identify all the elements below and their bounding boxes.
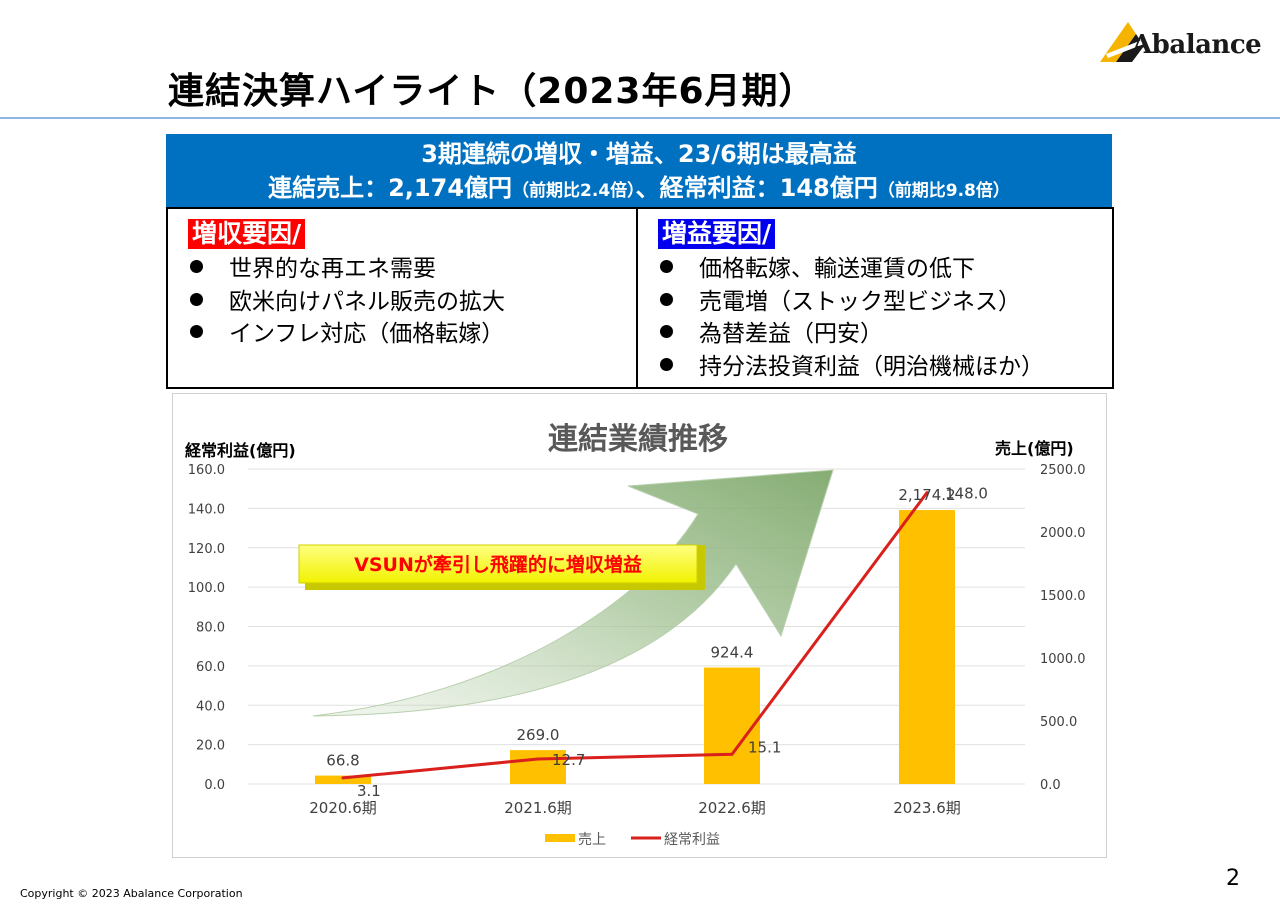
x-tick-label: 2022.6期 <box>698 799 766 817</box>
revenue-data-label: 2,174.2 <box>898 486 955 504</box>
list-item: 世界的な再エネ需要 <box>190 253 505 286</box>
growth-arrow-icon <box>312 469 834 717</box>
profit-data-label: 12.7 <box>552 751 585 769</box>
legend-swatch-revenue <box>545 834 575 842</box>
bullet-icon <box>190 292 203 306</box>
revenue-bar <box>704 667 760 784</box>
x-tick-label: 2023.6期 <box>893 799 961 817</box>
bullet-icon <box>660 292 673 306</box>
profit-data-label: 15.1 <box>748 738 781 756</box>
revenue-factors: 増収要因/ 世界的な再エネ需要 欧米向けパネル販売の拡大 インフレ対応（価格転嫁… <box>168 209 638 387</box>
profit-data-label: 3.1 <box>357 782 381 800</box>
banner-line-1: 3期連続の増収・増益、23/6期は最高益 <box>421 140 857 168</box>
revenue-bar <box>315 775 371 784</box>
factors-table: 増収要因/ 世界的な再エネ需要 欧米向けパネル販売の拡大 インフレ対応（価格転嫁… <box>166 207 1114 389</box>
bullet-icon <box>190 260 203 273</box>
profit-point <box>730 752 734 756</box>
page-number: 2 <box>1226 866 1240 891</box>
title-divider <box>0 117 1280 119</box>
profit-factors-heading: 増益要因/ <box>658 219 776 249</box>
revenue-data-label: 66.8 <box>326 752 359 770</box>
callout-box: VSUNが牽引し飛躍的に増収増益 <box>298 544 705 590</box>
right-tick-label: 1000.0 <box>1040 652 1086 667</box>
profit-point <box>536 757 540 761</box>
right-tick-label: 1500.0 <box>1040 589 1086 604</box>
right-tick-label: 2000.0 <box>1040 526 1086 541</box>
profit-factors-list: 価格転嫁、輸送運賃の低下 売電増（ストック型ビジネス） 為替差益（円安） 持分法… <box>660 253 1044 383</box>
list-item: 欧米向けパネル販売の拡大 <box>190 286 505 319</box>
list-item: 価格転嫁、輸送運賃の低下 <box>660 253 1044 286</box>
left-tick-label: 120.0 <box>188 542 225 557</box>
chart-legend: 売上 経常利益 <box>545 832 720 848</box>
left-tick-label: 60.0 <box>196 660 225 675</box>
right-axis-label: 売上(億円) <box>995 439 1074 458</box>
right-tick-label: 2500.0 <box>1040 463 1086 478</box>
highlight-banner: 3期連続の増収・増益、23/6期は最高益 連結売上：2,174億円（前期比2.4… <box>166 134 1112 208</box>
list-item: インフレ対応（価格転嫁） <box>190 318 505 351</box>
logo-mark-icon <box>1100 22 1144 62</box>
left-tick-label: 160.0 <box>188 463 225 478</box>
x-tick-label: 2020.6期 <box>309 799 377 817</box>
revenue-factors-heading: 増収要因/ <box>188 219 306 249</box>
left-tick-label: 80.0 <box>196 621 225 636</box>
left-tick-label: 20.0 <box>196 739 225 754</box>
x-tick-label: 2021.6期 <box>504 799 572 817</box>
left-tick-label: 100.0 <box>188 581 225 596</box>
bullet-icon <box>660 325 673 338</box>
right-tick-label: 500.0 <box>1040 715 1077 730</box>
revenue-bar <box>899 510 955 784</box>
banner-profit-ratio: （前期比9.8倍） <box>877 181 1010 201</box>
logo-text: Abalance <box>1132 30 1262 60</box>
list-item: 持分法投資利益（明治機械ほか） <box>660 351 1044 384</box>
callout-text: VSUNが牽引し飛躍的に増収増益 <box>354 553 642 576</box>
banner-revenue: 連結売上：2,174億円 <box>268 174 513 202</box>
performance-chart: 0.0 20.0 40.0 60.0 80.0 100.0 120.0 140.0 160.0 0… <box>172 393 1107 858</box>
profit-factors: 増益要因/ 価格転嫁、輸送運賃の低下 売電増（ストック型ビジネス） 為替差益（円… <box>638 209 1112 387</box>
copyright-text: Copyright © 2023 Abalance Corporation <box>20 887 243 900</box>
left-tick-label: 40.0 <box>196 699 225 714</box>
legend-label-profit: 経常利益 <box>664 832 720 848</box>
revenue-bar <box>510 750 566 784</box>
revenue-factors-list: 世界的な再エネ需要 欧米向けパネル販売の拡大 インフレ対応（価格転嫁） <box>190 253 505 351</box>
legend-label-revenue: 売上 <box>578 832 606 848</box>
right-tick-label: 0.0 <box>1040 778 1061 793</box>
revenue-data-label: 924.4 <box>711 644 754 662</box>
list-item: 売電増（ストック型ビジネス） <box>660 286 1044 319</box>
bullet-icon <box>660 357 673 371</box>
company-logo: Abalance <box>1098 20 1273 66</box>
list-item: 為替差益（円安） <box>660 318 1044 351</box>
left-tick-label: 140.0 <box>188 502 225 517</box>
banner-profit: 、経常利益：148億円 <box>635 174 878 202</box>
bullet-icon <box>190 325 203 338</box>
profit-point <box>341 776 345 780</box>
revenue-data-label: 269.0 <box>517 726 560 744</box>
bullet-icon <box>660 260 673 273</box>
profit-line <box>342 491 929 780</box>
banner-line-2: 連結売上：2,174億円（前期比2.4倍）、経常利益：148億円（前期比9.8倍… <box>166 172 1112 207</box>
chart-title: 連結業績推移 <box>548 422 728 457</box>
profit-data-label: 148.0 <box>945 485 988 503</box>
banner-revenue-ratio: （前期比2.4倍） <box>512 181 636 201</box>
chart-canvas: 0.0 20.0 40.0 60.0 80.0 100.0 120.0 140.0 160.0 0… <box>185 422 1086 848</box>
page-title: 連結決算ハイライト（2023年6月期） <box>168 71 816 112</box>
left-axis-label: 経常利益(億円) <box>185 441 296 460</box>
left-tick-label: 0.0 <box>204 778 225 793</box>
profit-point <box>925 491 929 495</box>
